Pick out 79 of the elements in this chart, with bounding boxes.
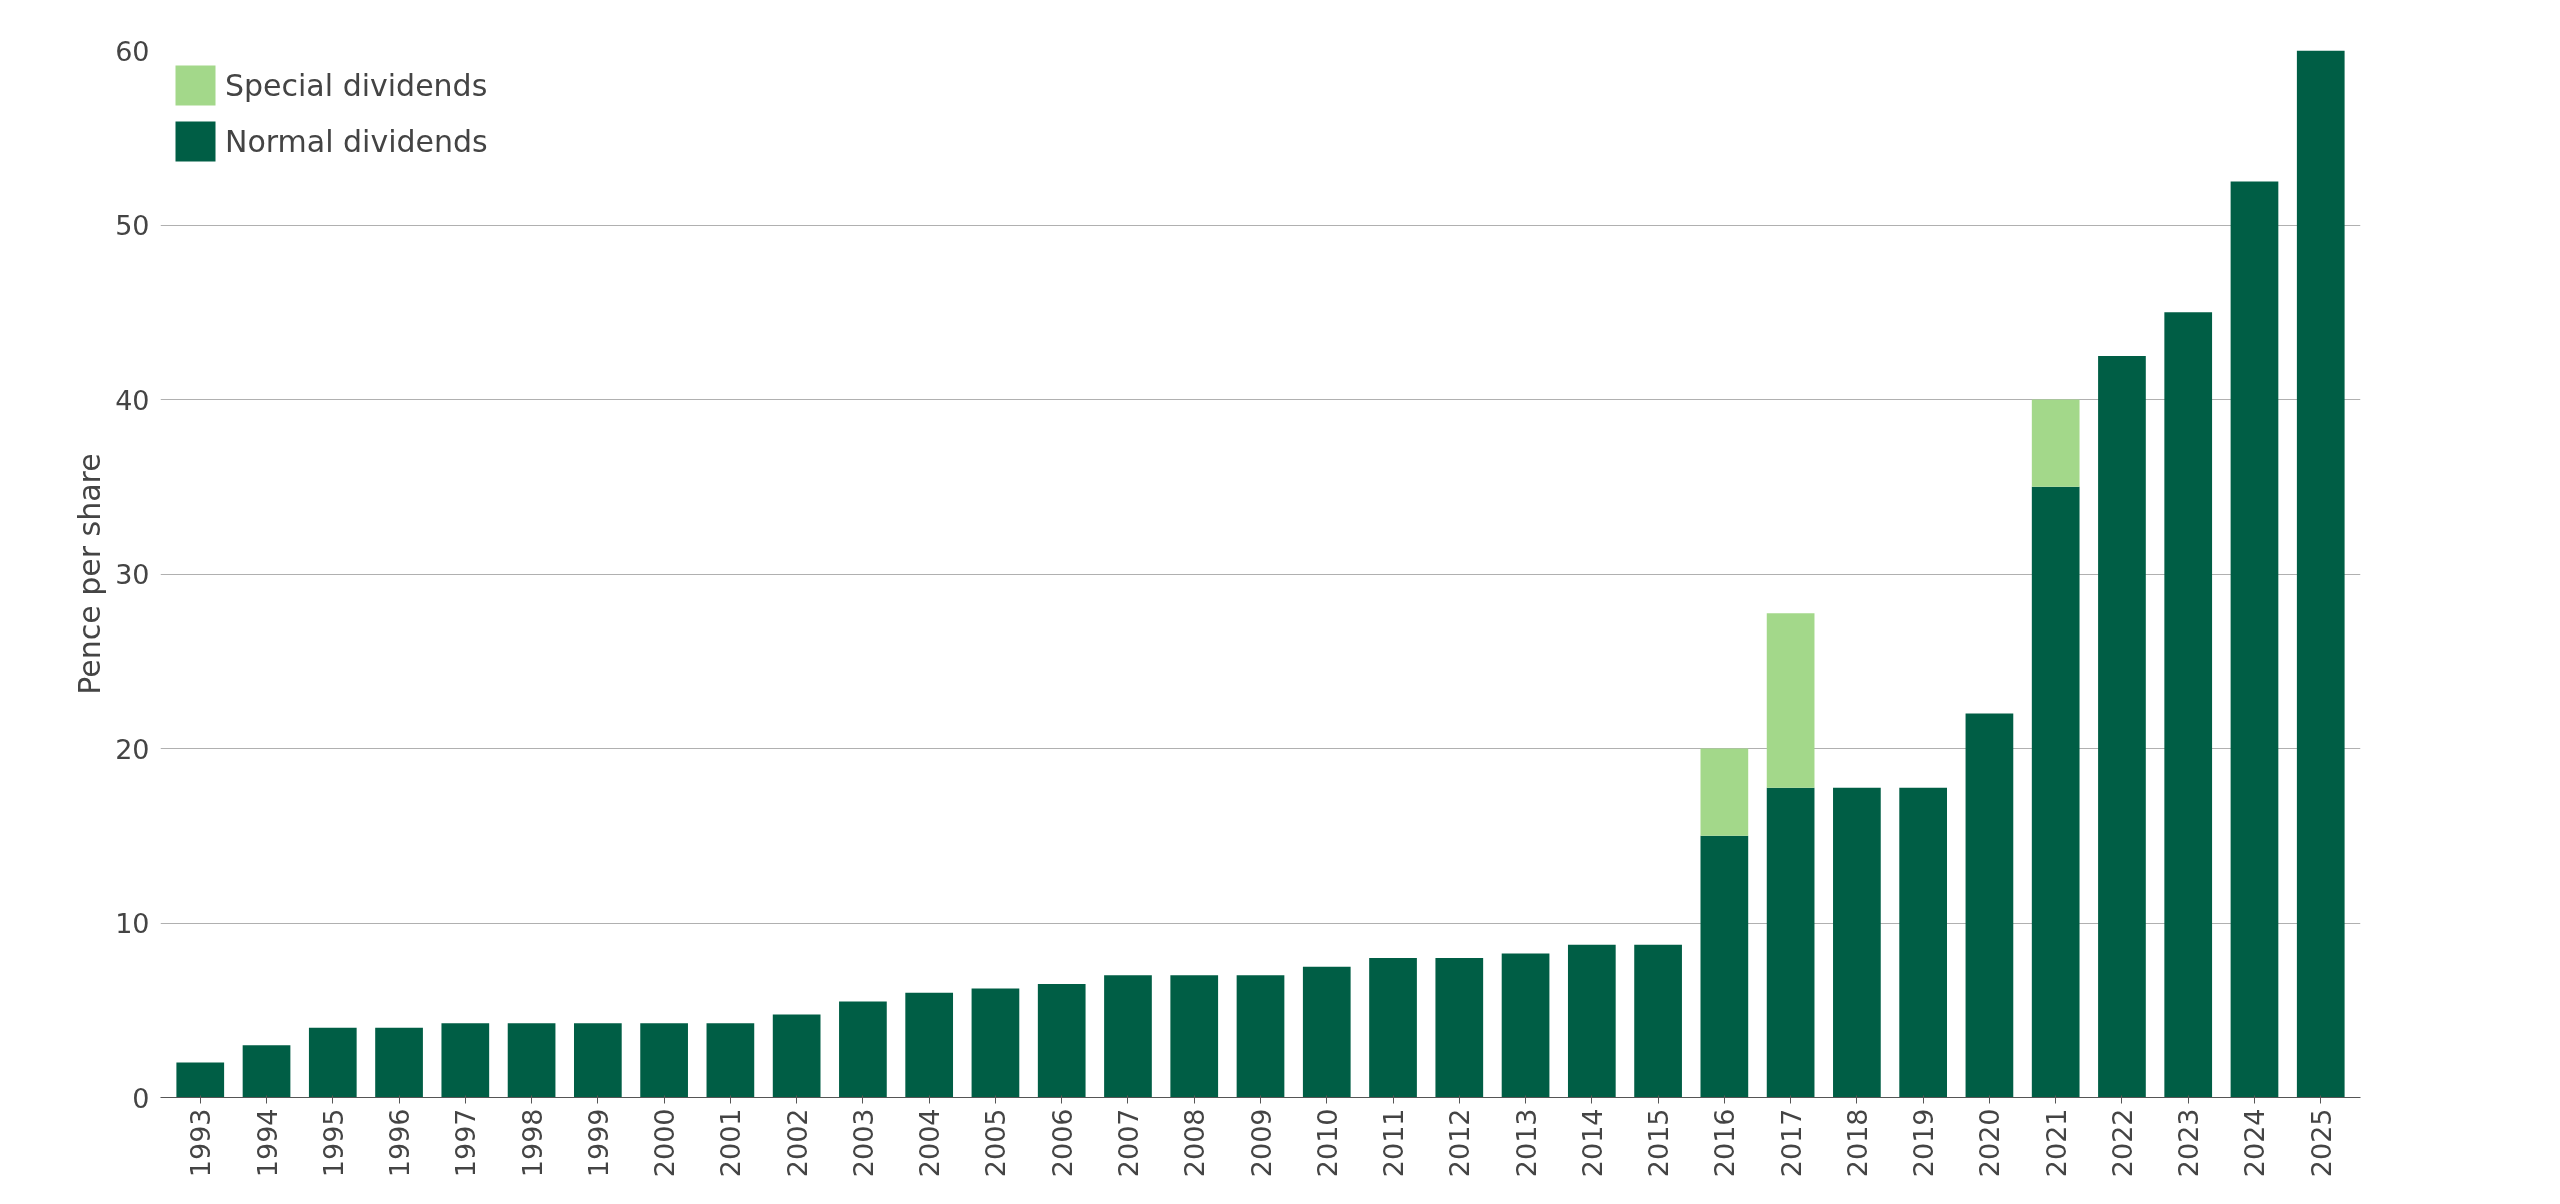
- bar: [2164, 312, 2213, 1098]
- bar: [308, 1027, 357, 1098]
- bar: [2098, 355, 2146, 1098]
- bar: [1236, 975, 1285, 1098]
- y-axis-title: Pence per share: [72, 453, 108, 695]
- bar: [375, 1027, 423, 1098]
- x-tick-label: 2020: [1974, 1108, 2006, 1178]
- y-tick-label: 0: [132, 1082, 150, 1114]
- x-tick-label: 2014: [1576, 1108, 1608, 1178]
- bar: [1700, 748, 1749, 836]
- x-tick-label: 2024: [2239, 1108, 2271, 1178]
- bar: [1766, 613, 1815, 788]
- x-tick-label: 2021: [2040, 1108, 2072, 1178]
- bar: [1766, 787, 1815, 1098]
- bar: [1700, 835, 1749, 1098]
- x-tick-label: 1998: [516, 1108, 548, 1178]
- y-tick-label: 60: [115, 35, 150, 67]
- x-tick-label: 2009: [1245, 1108, 1277, 1178]
- bar: [176, 1062, 225, 1098]
- bar: [706, 1023, 755, 1098]
- bar: [441, 1023, 490, 1098]
- bar: [573, 1023, 622, 1098]
- x-tick-label: 2006: [1046, 1108, 1078, 1178]
- bar: [507, 1023, 556, 1098]
- x-tick-label: 2003: [847, 1108, 879, 1178]
- bar: [2031, 486, 2080, 1098]
- x-tick-label: 2025: [2305, 1108, 2337, 1178]
- x-tick-label: 2011: [1378, 1108, 1410, 1178]
- bar: [640, 1023, 688, 1098]
- bar: [1170, 975, 1219, 1098]
- bar: [2230, 181, 2279, 1098]
- bar: [2296, 50, 2345, 1098]
- x-tick-label: 2001: [715, 1108, 747, 1178]
- x-tick-label: 2008: [1179, 1108, 1211, 1178]
- x-tick-label: 2007: [1112, 1108, 1144, 1178]
- x-tick-label: 2004: [914, 1108, 946, 1178]
- x-tick-label: 1996: [384, 1108, 416, 1178]
- bar: [1435, 957, 1484, 1098]
- x-tick-label: 2023: [2173, 1108, 2205, 1178]
- x-tick-label: 2019: [1908, 1108, 1940, 1178]
- bar: [1037, 984, 1086, 1098]
- y-tick-label: 30: [115, 559, 150, 590]
- x-tick-label: 2015: [1643, 1108, 1675, 1178]
- x-tick-label: 2018: [1841, 1108, 1873, 1178]
- y-tick-label: 40: [115, 384, 150, 416]
- legend-label: Special dividends: [225, 67, 488, 103]
- bar: [839, 1001, 887, 1098]
- x-tick-label: 2010: [1311, 1108, 1343, 1178]
- bar: [971, 988, 1020, 1098]
- bar: [1899, 787, 1948, 1098]
- bar: [1567, 944, 1616, 1098]
- bar: [905, 992, 954, 1098]
- bar: [1833, 787, 1881, 1098]
- bar: [1634, 944, 1682, 1098]
- bar: [2031, 399, 2080, 487]
- legend-label: Normal dividends: [225, 123, 488, 159]
- x-tick-label: 1999: [582, 1108, 614, 1178]
- x-tick-label: 2012: [1444, 1108, 1476, 1178]
- bar: [772, 1014, 821, 1098]
- x-tick-label: 2002: [781, 1108, 813, 1178]
- x-tick-label: 1997: [450, 1108, 482, 1178]
- bar: [242, 1045, 291, 1098]
- x-tick-label: 1994: [251, 1108, 283, 1178]
- y-tick-label: 10: [115, 908, 150, 939]
- x-tick-label: 2016: [1709, 1108, 1741, 1178]
- bar: [1965, 713, 2014, 1098]
- bar: [1104, 975, 1152, 1098]
- bar: [1501, 953, 1550, 1098]
- x-tick-label: 2022: [2106, 1108, 2138, 1178]
- bar: [1302, 966, 1351, 1098]
- x-tick-label: 1993: [185, 1108, 217, 1178]
- x-tick-label: 1995: [317, 1108, 349, 1178]
- x-tick-label: 2013: [1510, 1108, 1542, 1178]
- y-tick-label: 50: [115, 210, 150, 241]
- x-tick-label: 2005: [980, 1108, 1012, 1178]
- y-tick-label: 20: [115, 733, 150, 765]
- x-tick-label: 2000: [649, 1108, 681, 1178]
- x-tick-label: 2017: [1775, 1108, 1807, 1178]
- bar: [1369, 957, 1417, 1098]
